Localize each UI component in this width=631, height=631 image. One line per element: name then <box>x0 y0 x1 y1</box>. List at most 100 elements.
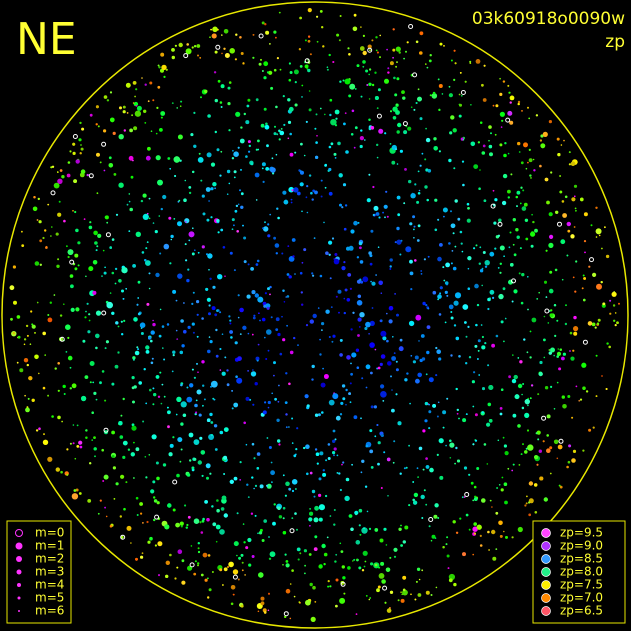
star <box>450 316 454 320</box>
star <box>264 292 267 295</box>
star <box>262 301 267 306</box>
star <box>511 278 516 284</box>
star <box>89 113 93 117</box>
star <box>217 309 220 312</box>
star <box>319 451 324 456</box>
star <box>357 334 360 337</box>
star <box>450 223 456 229</box>
star <box>87 499 92 503</box>
star <box>355 513 358 516</box>
star <box>149 388 152 392</box>
star <box>289 583 292 585</box>
star <box>503 153 507 158</box>
star <box>539 164 542 168</box>
star <box>556 457 559 460</box>
star <box>193 111 196 114</box>
star <box>192 331 195 334</box>
star <box>371 281 376 286</box>
star <box>357 294 361 298</box>
legend-symbol <box>15 542 23 550</box>
star <box>193 144 197 148</box>
star <box>369 262 373 266</box>
star <box>163 243 170 250</box>
star <box>336 33 340 37</box>
star <box>350 372 353 376</box>
star <box>421 569 424 572</box>
star <box>220 507 225 511</box>
star <box>113 173 117 176</box>
star <box>88 266 94 272</box>
star <box>196 389 202 395</box>
star <box>73 179 77 184</box>
star <box>253 314 256 317</box>
legend-label: m=1 <box>35 539 64 553</box>
star <box>535 432 538 435</box>
star <box>349 382 352 385</box>
star <box>568 163 572 166</box>
star <box>487 530 490 534</box>
star <box>589 257 594 263</box>
star <box>467 207 470 210</box>
star <box>209 36 211 38</box>
star <box>521 273 525 277</box>
star <box>556 381 559 384</box>
star <box>206 418 211 423</box>
star <box>224 53 230 58</box>
star <box>274 125 276 128</box>
star <box>342 79 345 82</box>
star <box>553 304 557 307</box>
star <box>140 512 143 515</box>
star <box>137 280 141 284</box>
star <box>418 340 420 342</box>
star <box>24 338 27 341</box>
star <box>145 350 150 354</box>
star <box>34 332 36 334</box>
star <box>582 449 585 452</box>
star <box>511 536 514 539</box>
star <box>403 130 408 135</box>
star <box>498 520 503 526</box>
star <box>212 285 216 289</box>
star <box>247 496 250 498</box>
star <box>322 45 325 48</box>
star <box>516 190 521 195</box>
star <box>403 467 406 470</box>
star <box>229 251 233 255</box>
star <box>289 132 293 136</box>
star <box>583 240 587 243</box>
star <box>343 297 346 300</box>
star <box>294 151 297 154</box>
star <box>461 95 463 97</box>
star <box>338 39 341 42</box>
star <box>229 330 234 334</box>
star <box>211 306 216 311</box>
star <box>269 213 272 216</box>
star <box>547 322 550 324</box>
star <box>437 294 442 299</box>
star <box>308 90 311 92</box>
star <box>286 273 290 276</box>
star <box>456 408 459 412</box>
star <box>169 553 172 557</box>
star <box>369 429 373 433</box>
star <box>282 531 287 535</box>
star <box>304 64 309 69</box>
star <box>215 328 218 332</box>
star <box>286 324 288 327</box>
star <box>238 556 242 560</box>
star <box>476 524 482 530</box>
star <box>386 215 389 218</box>
star <box>192 291 195 294</box>
star <box>187 325 191 329</box>
star <box>432 290 437 295</box>
star <box>299 16 302 20</box>
star <box>443 215 445 218</box>
star <box>294 69 299 75</box>
star <box>188 432 194 438</box>
star <box>470 481 474 485</box>
star <box>507 189 511 194</box>
legend-label: m=0 <box>35 526 64 540</box>
star <box>412 360 416 364</box>
star <box>324 113 326 116</box>
star <box>419 117 423 121</box>
